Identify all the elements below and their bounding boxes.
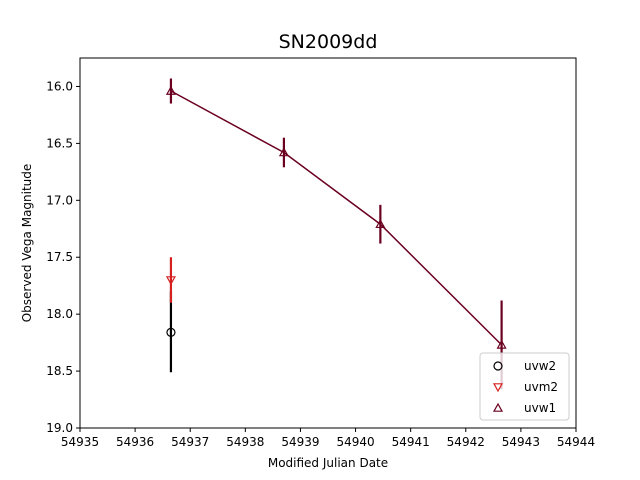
y-axis: 16.0 16.5 17.0 17.5 18.0 18.5 19.0: [46, 79, 80, 435]
x-tick-label: 54940: [336, 435, 374, 449]
y-tick-label: 17.0: [46, 193, 73, 207]
y-tick-label: 16.0: [46, 79, 73, 93]
x-tick-label: 54939: [281, 435, 319, 449]
x-tick-label: 54936: [116, 435, 154, 449]
x-tick-label: 54938: [226, 435, 264, 449]
x-tick-label: 54942: [447, 435, 485, 449]
y-tick-label: 16.5: [46, 136, 73, 150]
x-tick-label: 54935: [61, 435, 99, 449]
x-axis: 54935 54936 54937 54938 54939 54940 54941 54942…: [61, 428, 595, 449]
y-tick-label: 17.5: [46, 250, 73, 264]
legend-label-uvw1: uvw1: [524, 401, 556, 415]
chart-title: SN2009dd: [279, 31, 378, 53]
legend: uvw2 uvm2 uvw1: [480, 353, 569, 420]
x-tick-label: 54941: [392, 435, 430, 449]
x-tick-label: 54943: [502, 435, 540, 449]
x-axis-label: Modified Julian Date: [268, 456, 388, 470]
legend-label-uvw2: uvw2: [524, 359, 556, 373]
x-tick-label: 54944: [557, 435, 595, 449]
x-tick-label: 54937: [171, 435, 209, 449]
legend-label-uvm2: uvm2: [524, 380, 558, 394]
y-axis-label: Observed Vega Magnitude: [20, 164, 34, 323]
y-tick-label: 18.0: [46, 307, 73, 321]
y-tick-label: 18.5: [46, 364, 73, 378]
y-tick-label: 19.0: [46, 421, 73, 435]
